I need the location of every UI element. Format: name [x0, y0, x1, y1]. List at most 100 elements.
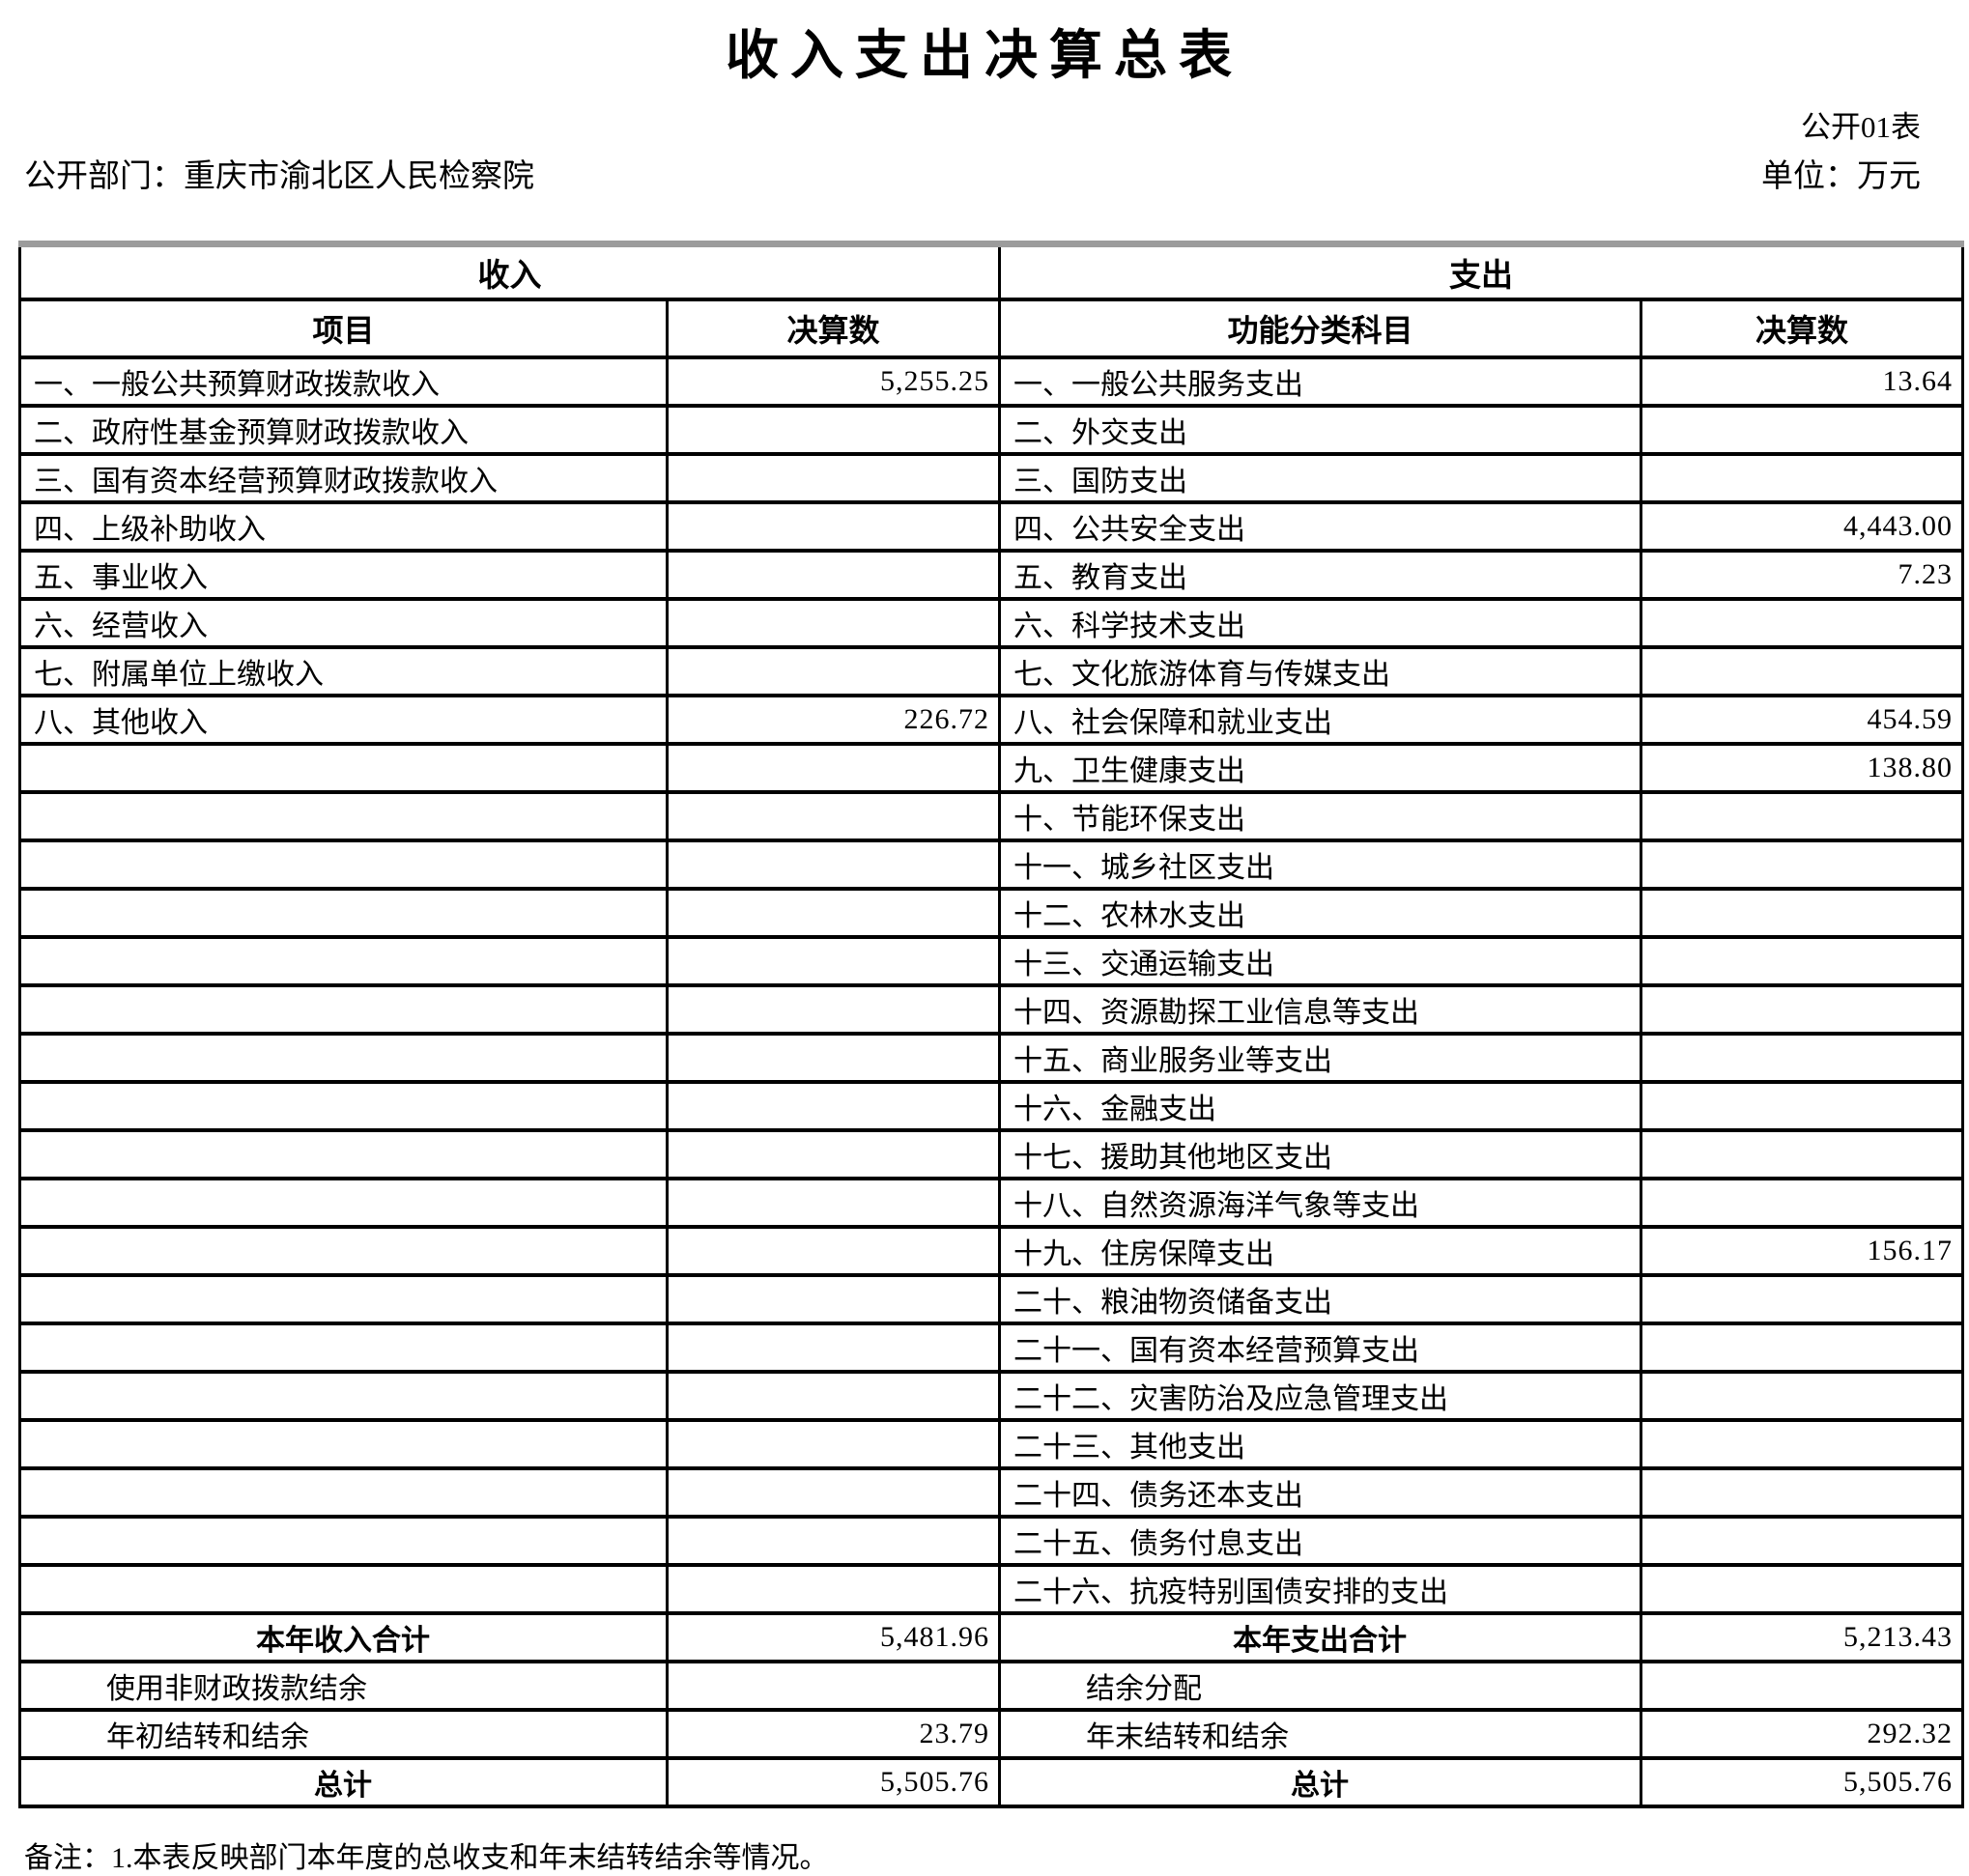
income-item-cell — [18, 1273, 669, 1325]
income-section-header: 收入 — [18, 242, 1001, 301]
table-row: 十五、商业服务业等支出 — [18, 1032, 1964, 1084]
expense-item-cell: 结余分配 — [998, 1660, 1642, 1712]
income-amount-cell — [666, 887, 1001, 939]
table-row: 二十一、国有资本经营预算支出 — [18, 1322, 1964, 1374]
expense-section-header: 支出 — [998, 242, 1964, 301]
expense-amount-cell — [1640, 1080, 1964, 1132]
income-amount-cell — [666, 1225, 1001, 1277]
expense-item-cell: 十二、农林水支出 — [998, 887, 1642, 939]
table-header: 收入 支出 项目 决算数 功能分类科目 决算数 — [18, 242, 1964, 359]
table-row: 十二、农林水支出 — [18, 887, 1964, 939]
income-amount-cell — [666, 790, 1001, 842]
expense-amount-cell — [1640, 1466, 1964, 1519]
table-row: 二十六、抗疫特别国债安排的支出 — [18, 1563, 1964, 1615]
expense-item-cell: 十一、城乡社区支出 — [998, 839, 1642, 891]
expense-amount-cell — [1640, 935, 1964, 987]
expense-amount-cell — [1640, 790, 1964, 842]
expense-item-cell: 二十一、国有资本经营预算支出 — [998, 1322, 1642, 1374]
expense-amount-cell — [1640, 645, 1964, 697]
income-amount-cell — [666, 549, 1001, 601]
expense-item-cell: 三、国防支出 — [998, 452, 1642, 504]
expense-amount-cell — [1640, 1322, 1964, 1374]
income-item-cell — [18, 983, 669, 1036]
expense-amount-cell — [1640, 1177, 1964, 1229]
income-item-cell: 六、经营收入 — [18, 597, 669, 649]
table-row: 十一、城乡社区支出 — [18, 839, 1964, 891]
expense-amount-cell — [1640, 983, 1964, 1036]
expense-amount-cell: 4,443.00 — [1640, 500, 1964, 553]
meta-row: 公开部门：重庆市渝北区人民检察院 单位：万元 — [0, 146, 1969, 196]
table-row: 三、国有资本经营预算财政拨款收入 三、国防支出 — [18, 452, 1964, 504]
income-amount-cell — [666, 935, 1001, 987]
expense-item-cell: 四、公共安全支出 — [998, 500, 1642, 553]
expense-amount-cell — [1640, 452, 1964, 504]
expense-item-cell: 二十、粮油物资储备支出 — [998, 1273, 1642, 1325]
income-item-cell: 使用非财政拨款结余 — [18, 1660, 669, 1712]
expense-amount-cell: 138.80 — [1640, 742, 1964, 794]
income-item-cell — [18, 1128, 669, 1180]
expense-amount-cell — [1640, 1128, 1964, 1180]
income-item-cell — [18, 1466, 669, 1519]
table-row: 四、上级补助收入 四、公共安全支出 4,443.00 — [18, 500, 1964, 553]
table-row: 十、节能环保支出 — [18, 790, 1964, 842]
income-item-cell: 总计 — [18, 1756, 669, 1808]
income-item-cell — [18, 1515, 669, 1567]
income-amount-cell — [666, 500, 1001, 553]
income-item-column-header: 项目 — [18, 298, 669, 359]
page-title: 收入支出决算总表 — [725, 26, 1243, 85]
expense-item-cell: 六、科学技术支出 — [998, 597, 1642, 649]
table-row: 二、政府性基金预算财政拨款收入 二、外交支出 — [18, 404, 1964, 456]
expense-amount-cell — [1640, 597, 1964, 649]
income-amount-cell — [666, 1128, 1001, 1180]
expense-amount-cell — [1640, 1370, 1964, 1422]
income-amount-column-header: 决算数 — [666, 298, 1001, 359]
expense-item-column-header: 功能分类科目 — [998, 298, 1642, 359]
income-amount-cell — [666, 1080, 1001, 1132]
table-code-label: 公开01表 — [1801, 110, 1921, 144]
expense-item-cell: 二十四、债务还本支出 — [998, 1466, 1642, 1519]
expense-item-cell: 十、节能环保支出 — [998, 790, 1642, 842]
table-row: 一、一般公共预算财政拨款收入 5,255.25 一、一般公共服务支出 13.64 — [18, 355, 1964, 408]
expense-item-cell: 二十六、抗疫特别国债安排的支出 — [998, 1563, 1642, 1615]
income-item-cell: 二、政府性基金预算财政拨款收入 — [18, 404, 669, 456]
expense-amount-cell: 5,505.76 — [1640, 1756, 1964, 1808]
department-label: 公开部门：重庆市渝北区人民检察院 — [24, 159, 534, 194]
table-row: 八、其他收入 226.72 八、社会保障和就业支出 454.59 — [18, 694, 1964, 746]
expense-item-cell: 五、教育支出 — [998, 549, 1642, 601]
table-row: 十八、自然资源海洋气象等支出 — [18, 1177, 1964, 1229]
expense-amount-cell — [1640, 887, 1964, 939]
page: { "page": { "title": "收入支出决算总表", "table_… — [0, 12, 1969, 1874]
income-amount-cell — [666, 1418, 1001, 1470]
section-header-row: 收入 支出 — [18, 242, 1964, 301]
expense-amount-cell — [1640, 1660, 1964, 1712]
income-amount-cell — [666, 1660, 1001, 1712]
unit-label: 单位：万元 — [1761, 159, 1921, 194]
table-row: 九、卫生健康支出 138.80 — [18, 742, 1964, 794]
expense-item-cell: 十九、住房保障支出 — [998, 1225, 1642, 1277]
expense-amount-column-header: 决算数 — [1640, 298, 1964, 359]
income-amount-cell — [666, 404, 1001, 456]
table-row: 二十五、债务付息支出 — [18, 1515, 1964, 1567]
income-item-cell — [18, 1418, 669, 1470]
expense-item-cell: 二、外交支出 — [998, 404, 1642, 456]
expense-item-cell: 二十三、其他支出 — [998, 1418, 1642, 1470]
income-amount-cell — [666, 1032, 1001, 1084]
budget-summary-table: 收入 支出 项目 决算数 功能分类科目 决算数 一、一般公共预算财政拨款收入 5,… — [18, 241, 1964, 1808]
income-item-cell: 一、一般公共预算财政拨款收入 — [18, 355, 669, 408]
table-row: 年初结转和结余 23.79 年末结转和结余 292.32 — [18, 1708, 1964, 1760]
table-row: 六、经营收入 六、科学技术支出 — [18, 597, 1964, 649]
table-row: 二十、粮油物资储备支出 — [18, 1273, 1964, 1325]
table-row: 本年收入合计 5,481.96 本年支出合计 5,213.43 — [18, 1611, 1964, 1663]
table-row: 二十三、其他支出 — [18, 1418, 1964, 1470]
income-item-cell: 八、其他收入 — [18, 694, 669, 746]
income-item-cell: 五、事业收入 — [18, 549, 669, 601]
income-item-cell — [18, 1225, 669, 1277]
table-body: 一、一般公共预算财政拨款收入 5,255.25 一、一般公共服务支出 13.64 二、政… — [18, 355, 1964, 1808]
expense-item-cell: 十六、金融支出 — [998, 1080, 1642, 1132]
income-item-cell — [18, 1177, 669, 1229]
table-row: 十七、援助其他地区支出 — [18, 1128, 1964, 1180]
expense-item-cell: 十七、援助其他地区支出 — [998, 1128, 1642, 1180]
table-row: 二十四、债务还本支出 — [18, 1466, 1964, 1519]
income-amount-cell — [666, 742, 1001, 794]
table-row: 十六、金融支出 — [18, 1080, 1964, 1132]
